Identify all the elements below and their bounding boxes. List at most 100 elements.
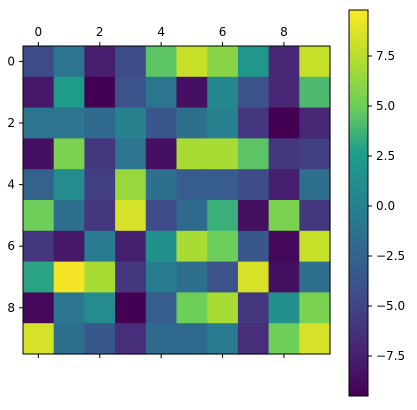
heatmap-cells (23, 46, 331, 355)
heatmap-cell (176, 138, 208, 170)
heatmap-cell (237, 261, 270, 293)
heatmap-cell (84, 200, 116, 232)
heatmap-cell (176, 107, 208, 139)
x-tick-label: 2 (96, 25, 104, 39)
heatmap-cell (176, 292, 208, 324)
colorbar-ticks: 7.5 5.0 2.5 0.0 −2.5 −5.0 −7.5 (368, 49, 405, 363)
heatmap-cell (268, 169, 300, 201)
heatmap-cell (237, 107, 270, 139)
heatmap-cell (23, 200, 55, 232)
heatmap-cell (84, 138, 116, 170)
heatmap-cell (207, 292, 239, 324)
y-tick-label: 0 (7, 54, 15, 68)
heatmap-cell (268, 107, 300, 139)
heatmap-cell (115, 107, 147, 139)
plot-frame (22, 45, 331, 355)
heatmap-cell (299, 230, 331, 263)
heatmap-cell (115, 292, 147, 324)
colorbar-tick-label: 5.0 (376, 99, 395, 113)
heatmap-cell (268, 323, 300, 355)
heatmap-cell (115, 169, 147, 201)
heatmap-cell (23, 76, 55, 109)
heatmap-cell (268, 46, 300, 78)
heatmap-cell (84, 107, 116, 139)
heatmap-cell (176, 261, 208, 293)
heatmap-cell (268, 76, 300, 109)
heatmap-cell (23, 107, 55, 139)
heatmap-cell (115, 138, 147, 170)
heatmap-cell (145, 292, 178, 324)
heatmap-cell (299, 169, 331, 201)
colorbar-frame (348, 9, 369, 397)
colorbar-tick-label: −2.5 (376, 249, 405, 263)
heatmap-cell (237, 169, 270, 201)
heatmap-cell (53, 261, 85, 293)
heatmap-cell (23, 138, 55, 170)
heatmap-cell (207, 200, 239, 232)
heatmap-cell (237, 230, 270, 263)
heatmap-cell (299, 261, 331, 293)
heatmap-cell (237, 138, 270, 170)
heatmap-cell (145, 76, 178, 109)
heatmap-cell (207, 230, 239, 263)
heatmap-cell (53, 138, 85, 170)
y-tick-label: 6 (7, 239, 15, 253)
heatmap-cell (84, 46, 116, 78)
heatmap-cell (23, 46, 55, 78)
colorbar-tick-label: 7.5 (376, 49, 395, 63)
heatmap-cell (23, 169, 55, 201)
heatmap-cell (299, 46, 331, 78)
x-axis-top: 0 2 4 6 8 (35, 25, 288, 358)
heatmap-cell (53, 292, 85, 324)
heatmap-cell (299, 76, 331, 109)
heatmap-cell (84, 169, 116, 201)
heatmap-cell (84, 261, 116, 293)
heatmap-cell (53, 230, 85, 263)
heatmap-cell (53, 200, 85, 232)
heatmap-cell (268, 230, 300, 263)
heatmap-cell (268, 292, 300, 324)
heatmap-cell (115, 200, 147, 232)
heatmap-cell (145, 323, 178, 355)
heatmap-cell (299, 138, 331, 170)
heatmap-cell (145, 200, 178, 232)
heatmap-cell (145, 46, 178, 78)
heatmap-cell (115, 46, 147, 78)
heatmap-cell (84, 323, 116, 355)
y-tick-label: 8 (7, 301, 15, 315)
heatmap-cell (115, 76, 147, 109)
heatmap-cell (299, 107, 331, 139)
heatmap-cell (115, 261, 147, 293)
heatmap-cell (53, 46, 85, 78)
colorbar-tick-label: 2.5 (376, 149, 395, 163)
heatmap-cell (207, 46, 239, 78)
heatmap-cell (176, 46, 208, 78)
heatmap-cell (237, 200, 270, 232)
heatmap-cell (84, 230, 116, 263)
heatmap-cell (237, 76, 270, 109)
heatmap-cell (145, 138, 178, 170)
y-tick-label: 2 (7, 116, 15, 130)
heatmap-cell (299, 200, 331, 232)
x-tick-label: 4 (157, 25, 165, 39)
colorbar-tick-label: −7.5 (376, 349, 405, 363)
heatmap-cell (84, 76, 116, 109)
heatmap-cell (207, 261, 239, 293)
x-tick-label: 6 (219, 25, 227, 39)
heatmap-cell (268, 261, 300, 293)
heatmap-cell (299, 292, 331, 324)
heatmap-cell (145, 169, 178, 201)
heatmap-cell (145, 261, 178, 293)
x-tick-label: 8 (280, 25, 288, 39)
heatmap-cell (207, 76, 239, 109)
heatmap-cell (115, 323, 147, 355)
heatmap-cell (207, 107, 239, 139)
heatmap-cell (237, 323, 270, 355)
heatmap-cell (23, 323, 55, 355)
heatmap-cell (176, 76, 208, 109)
heatmap-cell (207, 138, 239, 170)
heatmap-cell (23, 261, 55, 293)
heatmap-cell (299, 323, 331, 355)
heatmap-cell (23, 292, 55, 324)
